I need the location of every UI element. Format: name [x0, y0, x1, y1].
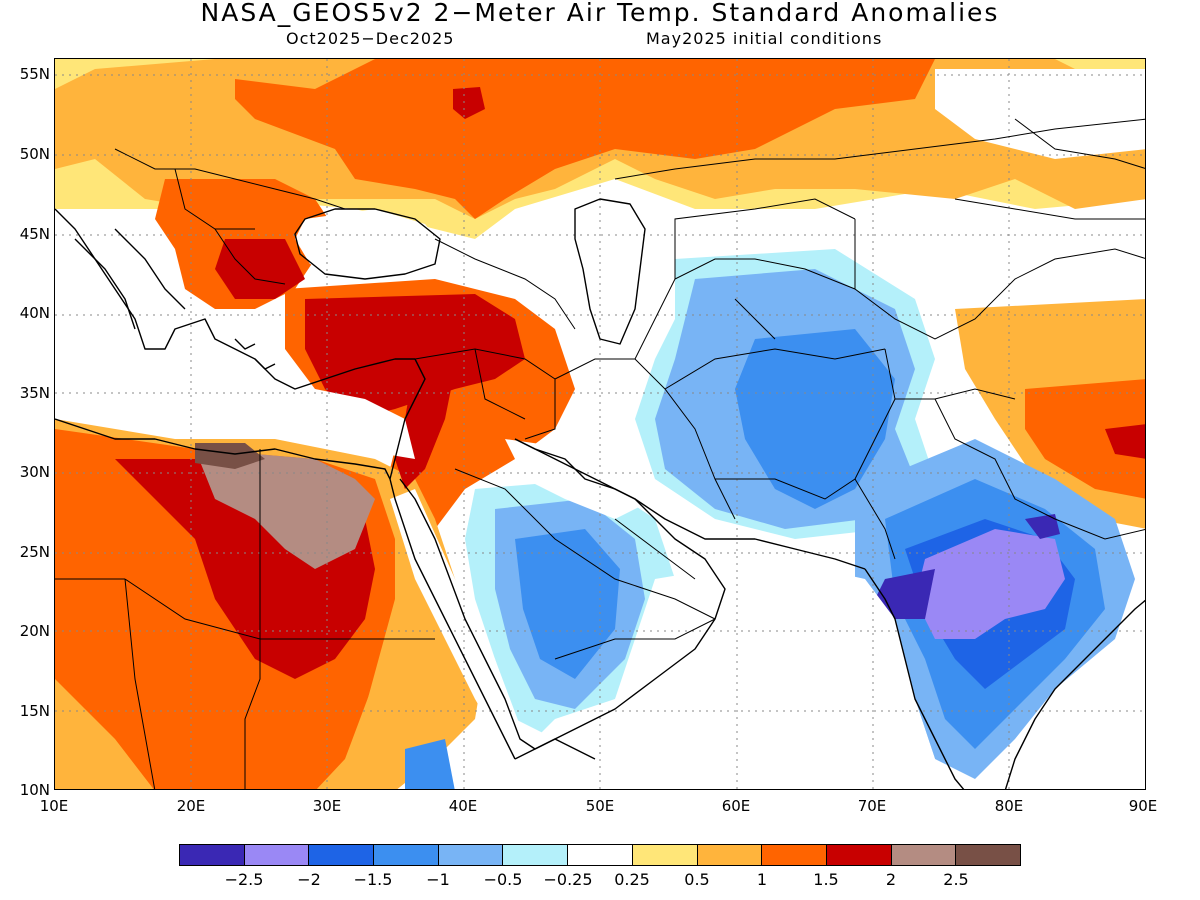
anomaly-field-3-egypt [195, 443, 265, 469]
lat-label-10n: 10N [19, 781, 50, 799]
anomaly-field-neg25-india [875, 569, 935, 619]
lat-label-50n: 50N [19, 145, 50, 163]
colorbar-label: 1 [756, 870, 768, 889]
colorbar-swatch [697, 845, 763, 865]
lat-label-30n: 30N [19, 463, 50, 481]
lat-label-25n: 25N [19, 543, 50, 561]
lon-label-90e: 90E [1128, 797, 1158, 815]
colorbar-label: 2.5 [943, 870, 969, 889]
colorbar-label: −0.5 [483, 870, 523, 889]
colorbar-swatch [244, 845, 310, 865]
lon-label-20e: 20E [176, 797, 206, 815]
anomaly-field-25-egypt [195, 449, 375, 569]
lon-label-60e: 60E [721, 797, 751, 815]
colorbar-label: −1 [426, 870, 450, 889]
anomaly-field-2-turkey [305, 294, 525, 419]
anomaly-field-neg1-central [735, 329, 895, 509]
colorbar-label: −0.25 [543, 870, 593, 889]
anomaly-field-2-russia [453, 87, 485, 119]
lat-label-45n: 45N [19, 225, 50, 243]
persian-gulf-mask [505, 439, 655, 519]
lon-label-40e: 40E [448, 797, 478, 815]
anomaly-field-neg1-africa [405, 739, 455, 789]
anomaly-field-15-north [235, 59, 935, 219]
masked-water-areas [55, 69, 1145, 789]
lon-label-50e: 50E [585, 797, 615, 815]
colorbar-swatch [374, 845, 439, 865]
colorbar-label: −2 [297, 870, 321, 889]
anomaly-field-2-tibet [1105, 424, 1145, 459]
colorbar-swatch [503, 845, 569, 865]
lat-label-15n: 15N [19, 702, 50, 720]
colorbar-label: 0.5 [684, 870, 710, 889]
arabian-sea-mask [515, 559, 954, 789]
country-borders [55, 118, 1145, 789]
forecast-period: Oct2025−Dec2025 [286, 29, 455, 48]
cool-anomaly-fields [405, 249, 1135, 789]
lon-label-70e: 70E [857, 797, 887, 815]
colorbar-label: −1.5 [353, 870, 393, 889]
coastlines [55, 198, 1145, 789]
colorbar-swatch [438, 845, 504, 865]
lon-label-80e: 80E [994, 797, 1024, 815]
anomaly-field-15-tibet [1025, 379, 1145, 499]
colorbar-label: 2 [885, 870, 897, 889]
lon-label-10e: 10E [39, 797, 69, 815]
red-sea-mask [390, 489, 525, 759]
colorbar-swatch [956, 845, 1020, 865]
colorbar-swatch [568, 845, 633, 865]
graticule [55, 59, 1145, 789]
lat-label-55n: 55N [19, 65, 50, 83]
anomaly-map [54, 58, 1146, 790]
lon-label-30e: 30E [312, 797, 342, 815]
colorbar-swatch [309, 845, 375, 865]
anomaly-field-neg2-india [915, 529, 1065, 639]
colorbar-swatch [632, 845, 698, 865]
colorbar-swatch [180, 845, 245, 865]
anomaly-field-neg1-arabia [515, 529, 620, 679]
colorbar-legend [179, 844, 1021, 866]
anomaly-field-neg25-india-east [1025, 514, 1060, 539]
colorbar-label: 0.25 [614, 870, 650, 889]
colorbar-label: −2.5 [224, 870, 264, 889]
ural-mask [935, 69, 1145, 159]
colorbar-swatch [762, 845, 827, 865]
map-title: NASA_GEOS5v2 2−Meter Air Temp. Standard … [200, 0, 1000, 27]
initial-conditions: May2025 initial conditions [646, 29, 883, 48]
lat-label-40n: 40N [19, 304, 50, 322]
lat-label-20n: 20N [19, 622, 50, 640]
caspian-mask [575, 204, 645, 349]
black-sea-mask [295, 209, 445, 279]
colorbar-swatch [826, 845, 892, 865]
colorbar-swatch [891, 845, 957, 865]
lat-label-35n: 35N [19, 384, 50, 402]
mediterranean-mask [55, 369, 415, 459]
colorbar-label: 1.5 [813, 870, 839, 889]
